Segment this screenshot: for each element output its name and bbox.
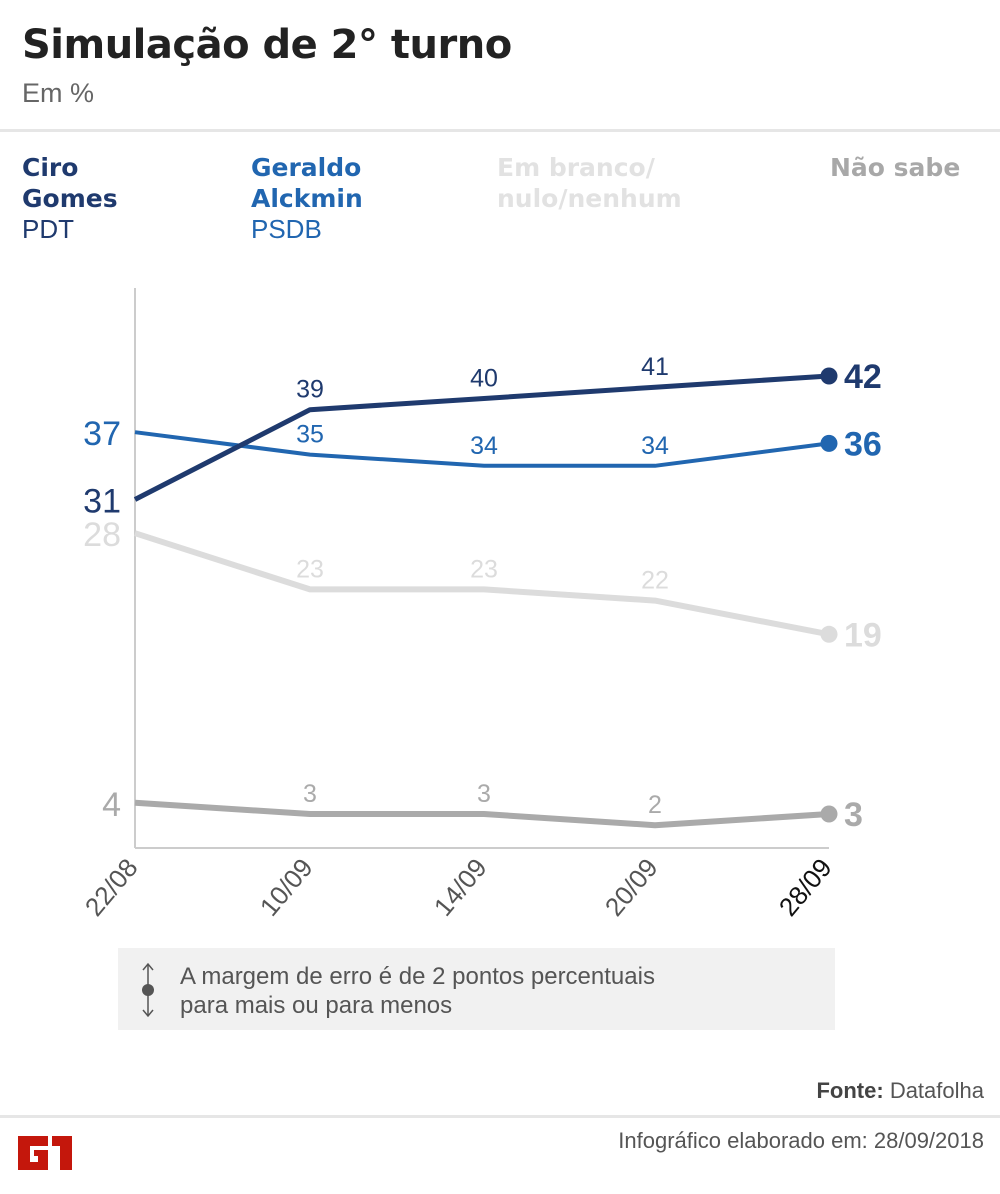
note-line2: para mais ou para menos xyxy=(180,992,453,1019)
series-line-geraldo-alckmin-psdb xyxy=(134,430,830,468)
data-label-em-branco-nulo-nenhum: 23 xyxy=(296,555,324,583)
series-line-ciro-gomes-pdt xyxy=(133,373,830,502)
data-label-n-o-sabe: 3 xyxy=(477,780,491,808)
end-marker-n-o-sabe xyxy=(820,805,838,823)
legend-item-ciro-gomes: Ciro Gomes PDT xyxy=(22,152,118,245)
g1-logo xyxy=(18,1136,72,1170)
data-label-ciro-gomes-pdt: 41 xyxy=(641,353,669,381)
x-tick-label: 10/09 xyxy=(254,853,319,922)
data-label-n-o-sabe: 3 xyxy=(844,796,863,834)
note-line1: A margem de erro é de 2 pontos percentua… xyxy=(180,963,655,990)
source: Fonte: Datafolha xyxy=(816,1078,984,1104)
series-line-n-o-sabe xyxy=(134,799,830,829)
data-label-ciro-gomes-pdt: 42 xyxy=(844,358,882,396)
data-label-geraldo-alckmin-psdb: 37 xyxy=(83,415,121,453)
legend-name-line2: nulo/nenhum xyxy=(497,184,682,213)
end-marker-geraldo-alckmin-psdb xyxy=(820,434,838,452)
data-label-geraldo-alckmin-psdb: 34 xyxy=(641,432,669,460)
legend-name-line2: Alckmin xyxy=(251,184,363,213)
chart-title: Simulação de 2° turno xyxy=(22,22,512,68)
series-line-em-branco-nulo-nenhum xyxy=(134,530,830,638)
data-label-geraldo-alckmin-psdb: 34 xyxy=(470,432,498,460)
source-label: Fonte: xyxy=(816,1078,884,1103)
legend-name-line1: Ciro xyxy=(22,153,79,182)
margin-of-error-icon xyxy=(142,962,154,1018)
data-label-em-branco-nulo-nenhum: 23 xyxy=(470,555,498,583)
legend-item-nao-sabe: Não sabe xyxy=(830,152,960,183)
chart-subtitle: Em % xyxy=(22,78,95,108)
legend-item-geraldo-alckmin: Geraldo Alckmin PSDB xyxy=(251,152,363,245)
x-tick-label: 20/09 xyxy=(599,853,664,922)
end-marker-ciro-gomes-pdt xyxy=(820,367,838,385)
data-label-n-o-sabe: 2 xyxy=(648,791,662,819)
legend-item-em-branco: Em branco/ nulo/nenhum xyxy=(497,152,682,214)
source-value: Datafolha xyxy=(889,1078,984,1103)
x-tick-label: 28/09 xyxy=(773,853,838,922)
data-label-ciro-gomes-pdt: 40 xyxy=(470,364,498,392)
x-tick-label: 14/09 xyxy=(428,853,493,922)
data-label-em-branco-nulo-nenhum: 19 xyxy=(844,616,882,654)
data-label-geraldo-alckmin-psdb: 35 xyxy=(296,421,324,449)
data-label-em-branco-nulo-nenhum: 28 xyxy=(83,516,121,554)
legend-party: PDT xyxy=(22,214,74,244)
data-label-geraldo-alckmin-psdb: 36 xyxy=(844,425,882,463)
footer-divider xyxy=(0,1115,1000,1118)
margin-of-error-note: A margem de erro é de 2 pontos percentua… xyxy=(118,948,835,1030)
x-tick-label: 22/08 xyxy=(79,853,144,922)
credit-line: Infográfico elaborado em: 28/09/2018 xyxy=(618,1128,984,1153)
end-marker-em-branco-nulo-nenhum xyxy=(820,625,838,643)
data-label-em-branco-nulo-nenhum: 22 xyxy=(641,567,669,595)
data-label-ciro-gomes-pdt: 31 xyxy=(83,483,121,521)
legend-name-line1: Não sabe xyxy=(830,153,961,182)
legend-party: PSDB xyxy=(251,214,322,244)
header-divider xyxy=(0,129,1000,132)
legend-name-line2: Gomes xyxy=(22,184,118,213)
data-label-n-o-sabe: 3 xyxy=(303,780,317,808)
data-label-n-o-sabe: 4 xyxy=(102,786,121,824)
data-label-ciro-gomes-pdt: 39 xyxy=(296,376,324,404)
legend-name-line1: Geraldo xyxy=(251,153,362,182)
legend-name-line1: Em branco/ xyxy=(497,153,655,182)
